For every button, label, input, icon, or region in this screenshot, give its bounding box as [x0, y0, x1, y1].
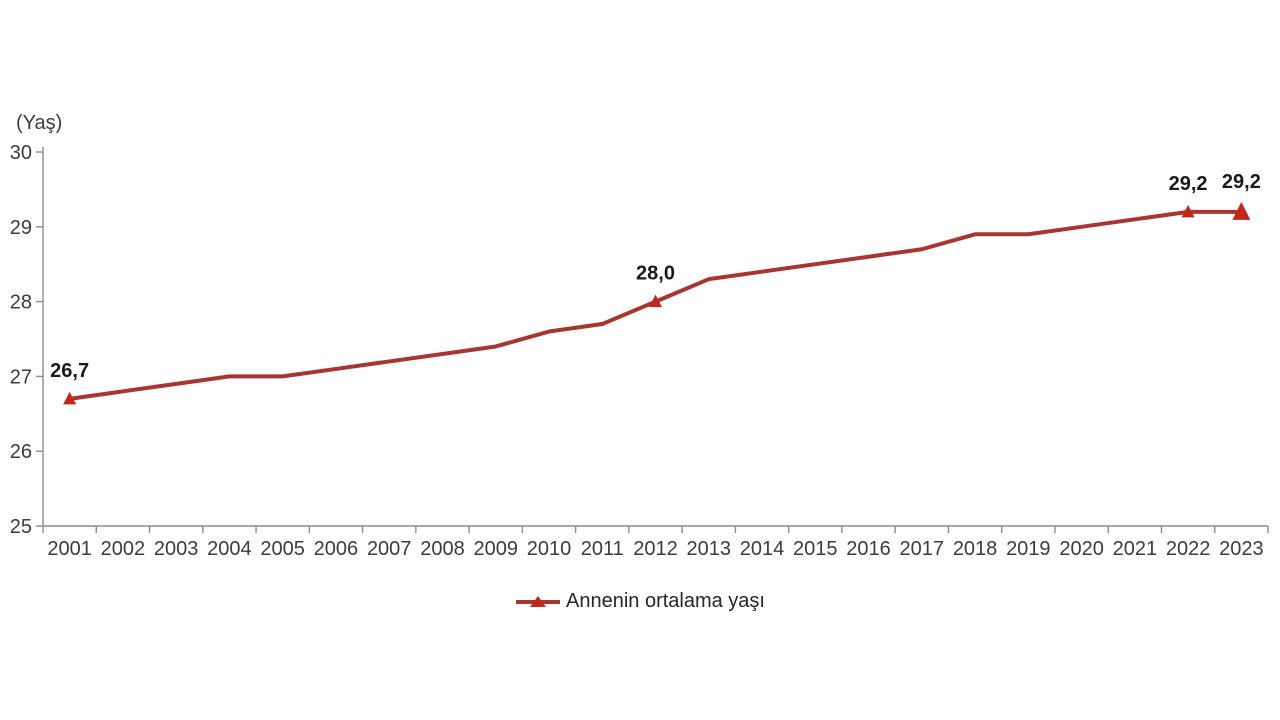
x-tick-label: 2003	[154, 538, 199, 560]
x-tick-label: 2022	[1166, 538, 1211, 560]
legend-series-label: Annenin ortalama yaşı	[565, 590, 765, 612]
point-marker-2023	[1232, 201, 1251, 220]
point-marker-2022	[1181, 204, 1195, 218]
x-tick-label: 2016	[846, 538, 891, 560]
point-marker-2012	[649, 294, 662, 308]
x-tick-label: 2002	[101, 538, 146, 560]
point-marker-2001	[63, 391, 77, 405]
point-label-2023: 29,2	[1222, 171, 1261, 193]
x-tick-label: 2009	[473, 538, 518, 560]
x-tick-label: 2017	[900, 538, 945, 560]
legend: Annenin ortalama yaşı	[0, 590, 1280, 613]
x-tick-label: 2011	[581, 538, 624, 560]
x-tick-label: 2008	[420, 538, 465, 560]
x-tick-label: 2005	[260, 538, 305, 560]
y-tick-label: 29	[10, 217, 32, 239]
x-tick-label: 2021	[1113, 538, 1158, 560]
x-tick-label: 2014	[740, 538, 785, 560]
x-tick-label: 2019	[1006, 538, 1051, 560]
y-axis-unit-label: (Yaş)	[16, 112, 63, 134]
y-tick-label: 30	[10, 142, 32, 164]
x-tick-label: 2013	[687, 538, 732, 560]
line-chart: 25 26 27 28 29 30 2001 2002 2003 2004 2005 2006 2007…	[10, 142, 1269, 560]
x-tick-label: 2020	[1059, 538, 1104, 560]
y-tick-label: 28	[10, 292, 32, 314]
x-tick-label: 2015	[793, 538, 838, 560]
x-tick-label: 2006	[314, 538, 359, 560]
point-label-2022: 29,2	[1169, 173, 1208, 195]
x-tick-label: 2012	[633, 538, 678, 560]
axis-lines	[42, 147, 1268, 527]
y-tick-label: 26	[10, 441, 32, 463]
x-tick-label: 2018	[953, 538, 998, 560]
x-tick-label: 2023	[1219, 538, 1264, 560]
point-label-2001: 26,7	[50, 360, 89, 382]
legend-line-triangle-icon	[515, 595, 560, 607]
x-tick-label: 2007	[367, 538, 412, 560]
point-label-2012: 28,0	[636, 263, 675, 285]
x-tick-label: 2001	[47, 538, 92, 560]
x-tick-label: 2010	[527, 538, 572, 560]
x-tick-label: 2004	[207, 538, 252, 560]
y-tick-label: 25	[10, 516, 32, 538]
y-tick-label: 27	[10, 366, 32, 388]
